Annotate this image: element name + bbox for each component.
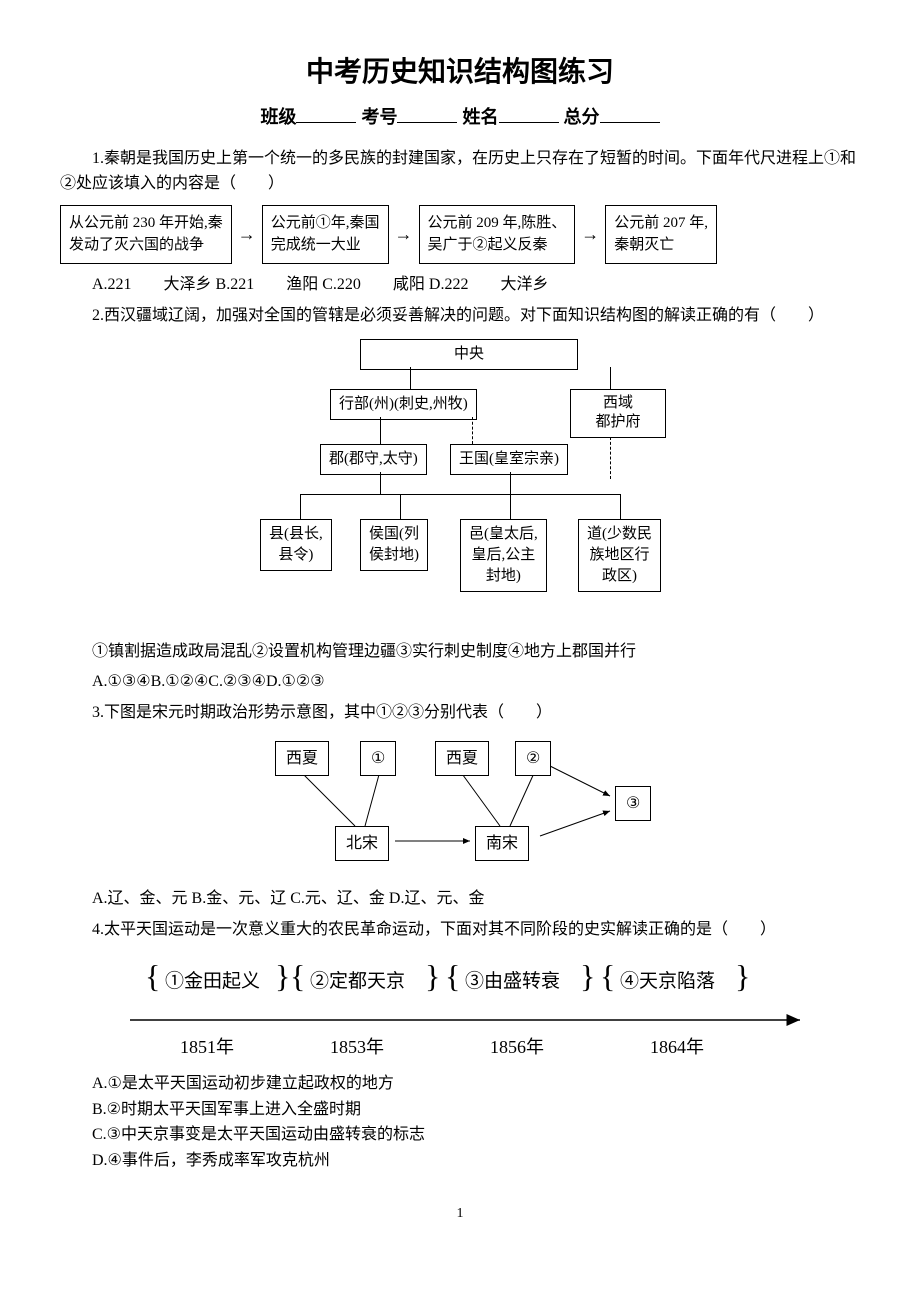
q4-timeline: { } { } { } { } ①金田起义 ②定都天京 ③由盛转衰 ④天京陷落 … — [110, 955, 810, 1065]
q3-options: A.辽、金、元 B.金、元、辽 C.元、辽、金 D.辽、元、金 — [60, 886, 860, 912]
q3-n1: ① — [360, 741, 396, 777]
q2-jun: 郡(郡守,太守) — [320, 444, 427, 475]
total-label: 总分 — [564, 107, 600, 127]
examno-label: 考号 — [361, 107, 397, 127]
q2-xian: 县(县长, 县令) — [260, 519, 332, 571]
q1-box-4: 公元前 207 年, 秦朝灭亡 — [605, 205, 717, 264]
q3-beisong: 北宋 — [335, 826, 389, 862]
q4-opt-b: B.②时期太平天国军事上进入全盛时期 — [92, 1097, 860, 1123]
q3-xixia2: 西夏 — [435, 741, 489, 777]
q4-event-1: ①金田起义 — [165, 967, 260, 997]
q3-nansong: 南宋 — [475, 826, 529, 862]
q3-n3: ③ — [615, 786, 651, 822]
student-info-line: 班级 考号 姓名 总分 — [60, 103, 860, 132]
svg-text:{: { — [290, 958, 305, 994]
q4-year-4: 1864年 — [650, 1033, 704, 1062]
q4-event-4: ④天京陷落 — [620, 967, 715, 997]
q2-text: 2.西汉疆域辽阔，加强对全国的管辖是必须妥善解决的问题。对下面知识结构图的解读正… — [60, 303, 860, 329]
arrow-icon: → — [393, 220, 415, 249]
q2-central: 中央 — [360, 339, 578, 370]
arrow-icon: → — [236, 220, 258, 249]
q4-opt-d: D.④事件后，李秀成率军攻克杭州 — [92, 1148, 860, 1174]
q3-diagram: 西夏 ① 西夏 ② ③ 北宋 南宋 — [250, 736, 670, 876]
q2-yi: 邑(皇太后, 皇后,公主 封地) — [460, 519, 547, 592]
q4-year-2: 1853年 — [330, 1033, 384, 1062]
name-label: 姓名 — [463, 107, 499, 127]
q2-options: A.①③④B.①②④C.②③④D.①②③ — [60, 669, 860, 695]
q2-houguo: 侯国(列 侯封地) — [360, 519, 428, 571]
total-blank — [600, 104, 660, 123]
svg-text:}: } — [425, 958, 440, 994]
q4-opt-c: C.③中天京事变是太平天国运动由盛转衰的标志 — [92, 1122, 860, 1148]
examno-blank — [397, 104, 457, 123]
class-label: 班级 — [260, 107, 296, 127]
q4-options: A.①是太平天国运动初步建立起政权的地方 B.②时期太平天国军事上进入全盛时期 … — [92, 1071, 860, 1173]
q1-timeline: 从公元前 230 年开始,秦 发动了灭六国的战争 → 公元前①年,秦国 完成统一… — [60, 205, 860, 264]
arrow-icon: → — [579, 220, 601, 249]
q2-wangguo: 王国(皇室宗亲) — [450, 444, 568, 475]
q3-xixia1: 西夏 — [275, 741, 329, 777]
q2-dao: 道(少数民 族地区行 政区) — [578, 519, 661, 592]
name-blank — [499, 104, 559, 123]
class-blank — [296, 104, 356, 123]
q2-hierarchy-diagram: 中央 行部(州)(刺史,州牧) 西域 都护府 郡(郡守,太守) 王国(皇室宗亲)… — [240, 339, 680, 629]
q1-box-3: 公元前 209 年,陈胜、 吴广于②起义反秦 — [419, 205, 576, 264]
q3-text: 3.下图是宋元时期政治形势示意图，其中①②③分别代表（ ） — [60, 700, 860, 726]
q1-text: 1.秦朝是我国历史上第一个统一的多民族的封建国家，在历史上只存在了短暂的时间。下… — [60, 146, 860, 197]
q2-xiyu-1: 西域 — [603, 395, 633, 411]
svg-text:}: } — [275, 958, 290, 994]
q2-xingbu: 行部(州)(刺史,州牧) — [330, 389, 477, 420]
q4-year-1: 1851年 — [180, 1033, 234, 1062]
q3-n2: ② — [515, 741, 551, 777]
svg-text:{: { — [600, 958, 615, 994]
q4-text: 4.太平天国运动是一次意义重大的农民革命运动，下面对其不同阶段的史实解读正确的是… — [60, 917, 860, 943]
svg-text:{: { — [145, 958, 160, 994]
page-number: 1 — [60, 1203, 860, 1225]
q4-opt-a: A.①是太平天国运动初步建立起政权的地方 — [92, 1071, 860, 1097]
page-title: 中考历史知识结构图练习 — [60, 50, 860, 95]
q4-year-3: 1856年 — [490, 1033, 544, 1062]
q1-box-2: 公元前①年,秦国 完成统一大业 — [262, 205, 389, 264]
svg-text:{: { — [445, 958, 460, 994]
q2-xiyu-2: 都护府 — [595, 414, 640, 430]
svg-text:}: } — [580, 958, 595, 994]
q4-event-3: ③由盛转衰 — [465, 967, 560, 997]
q1-box-1: 从公元前 230 年开始,秦 发动了灭六国的战争 — [60, 205, 232, 264]
q2-statements: ①镇割据造成政局混乱②设置机构管理边疆③实行刺史制度④地方上郡国并行 — [60, 639, 860, 665]
q1-options: A.221 大泽乡 B.221 渔阳 C.220 咸阳 D.222 大洋乡 — [60, 272, 860, 298]
svg-text:}: } — [735, 958, 750, 994]
q4-event-2: ②定都天京 — [310, 967, 405, 997]
q2-xiyu: 西域 都护府 — [570, 389, 666, 438]
